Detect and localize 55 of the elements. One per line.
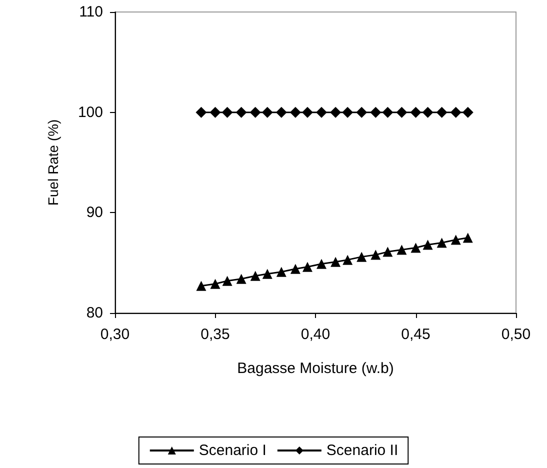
point (422, 106, 434, 118)
point (422, 240, 433, 250)
point (450, 234, 461, 245)
point (410, 242, 421, 253)
point (370, 106, 382, 118)
point (236, 106, 247, 118)
point (196, 106, 207, 118)
legend-label: Scenario II (326, 442, 398, 459)
point (316, 106, 328, 118)
point (436, 238, 447, 248)
point (222, 276, 232, 286)
y-axis-title: Fuel Rate (%) (45, 119, 61, 206)
point (290, 264, 300, 274)
point (290, 106, 301, 118)
x-axis-title: Bagasse Moisture (w.b) (237, 360, 394, 377)
point (222, 106, 233, 118)
point (250, 106, 261, 118)
point (262, 106, 273, 118)
y-tick-label: 80 (86, 304, 103, 322)
point (342, 254, 353, 265)
x-tick-label: 0,45 (401, 326, 430, 343)
point (382, 246, 393, 257)
point (276, 266, 286, 277)
point (250, 270, 260, 281)
point (302, 262, 312, 272)
point (450, 106, 462, 118)
x-tick-label: 0,40 (300, 326, 330, 343)
y-tick-label: 110 (79, 4, 103, 20)
point (410, 106, 422, 118)
point (276, 106, 287, 118)
x-tick-label: 0,30 (100, 326, 130, 343)
point (210, 106, 221, 118)
point (436, 106, 448, 118)
point (236, 274, 246, 284)
point (462, 232, 473, 243)
point (330, 256, 341, 267)
y-tick-label: 90 (86, 204, 103, 222)
point (396, 106, 408, 118)
point (330, 106, 342, 118)
x-tick-label: 0,50 (501, 326, 531, 343)
point (396, 244, 407, 255)
point (262, 268, 272, 279)
point (302, 106, 313, 118)
legend-label: Scenario I (198, 442, 266, 459)
point (370, 250, 381, 260)
point (462, 106, 474, 118)
point (382, 106, 394, 118)
point (342, 106, 354, 118)
point (316, 258, 327, 269)
point (196, 280, 206, 291)
point (356, 252, 367, 262)
point (356, 106, 368, 118)
y-tick-label: 100 (78, 104, 103, 121)
x-tick-label: 0,35 (200, 326, 230, 343)
point (210, 278, 220, 289)
